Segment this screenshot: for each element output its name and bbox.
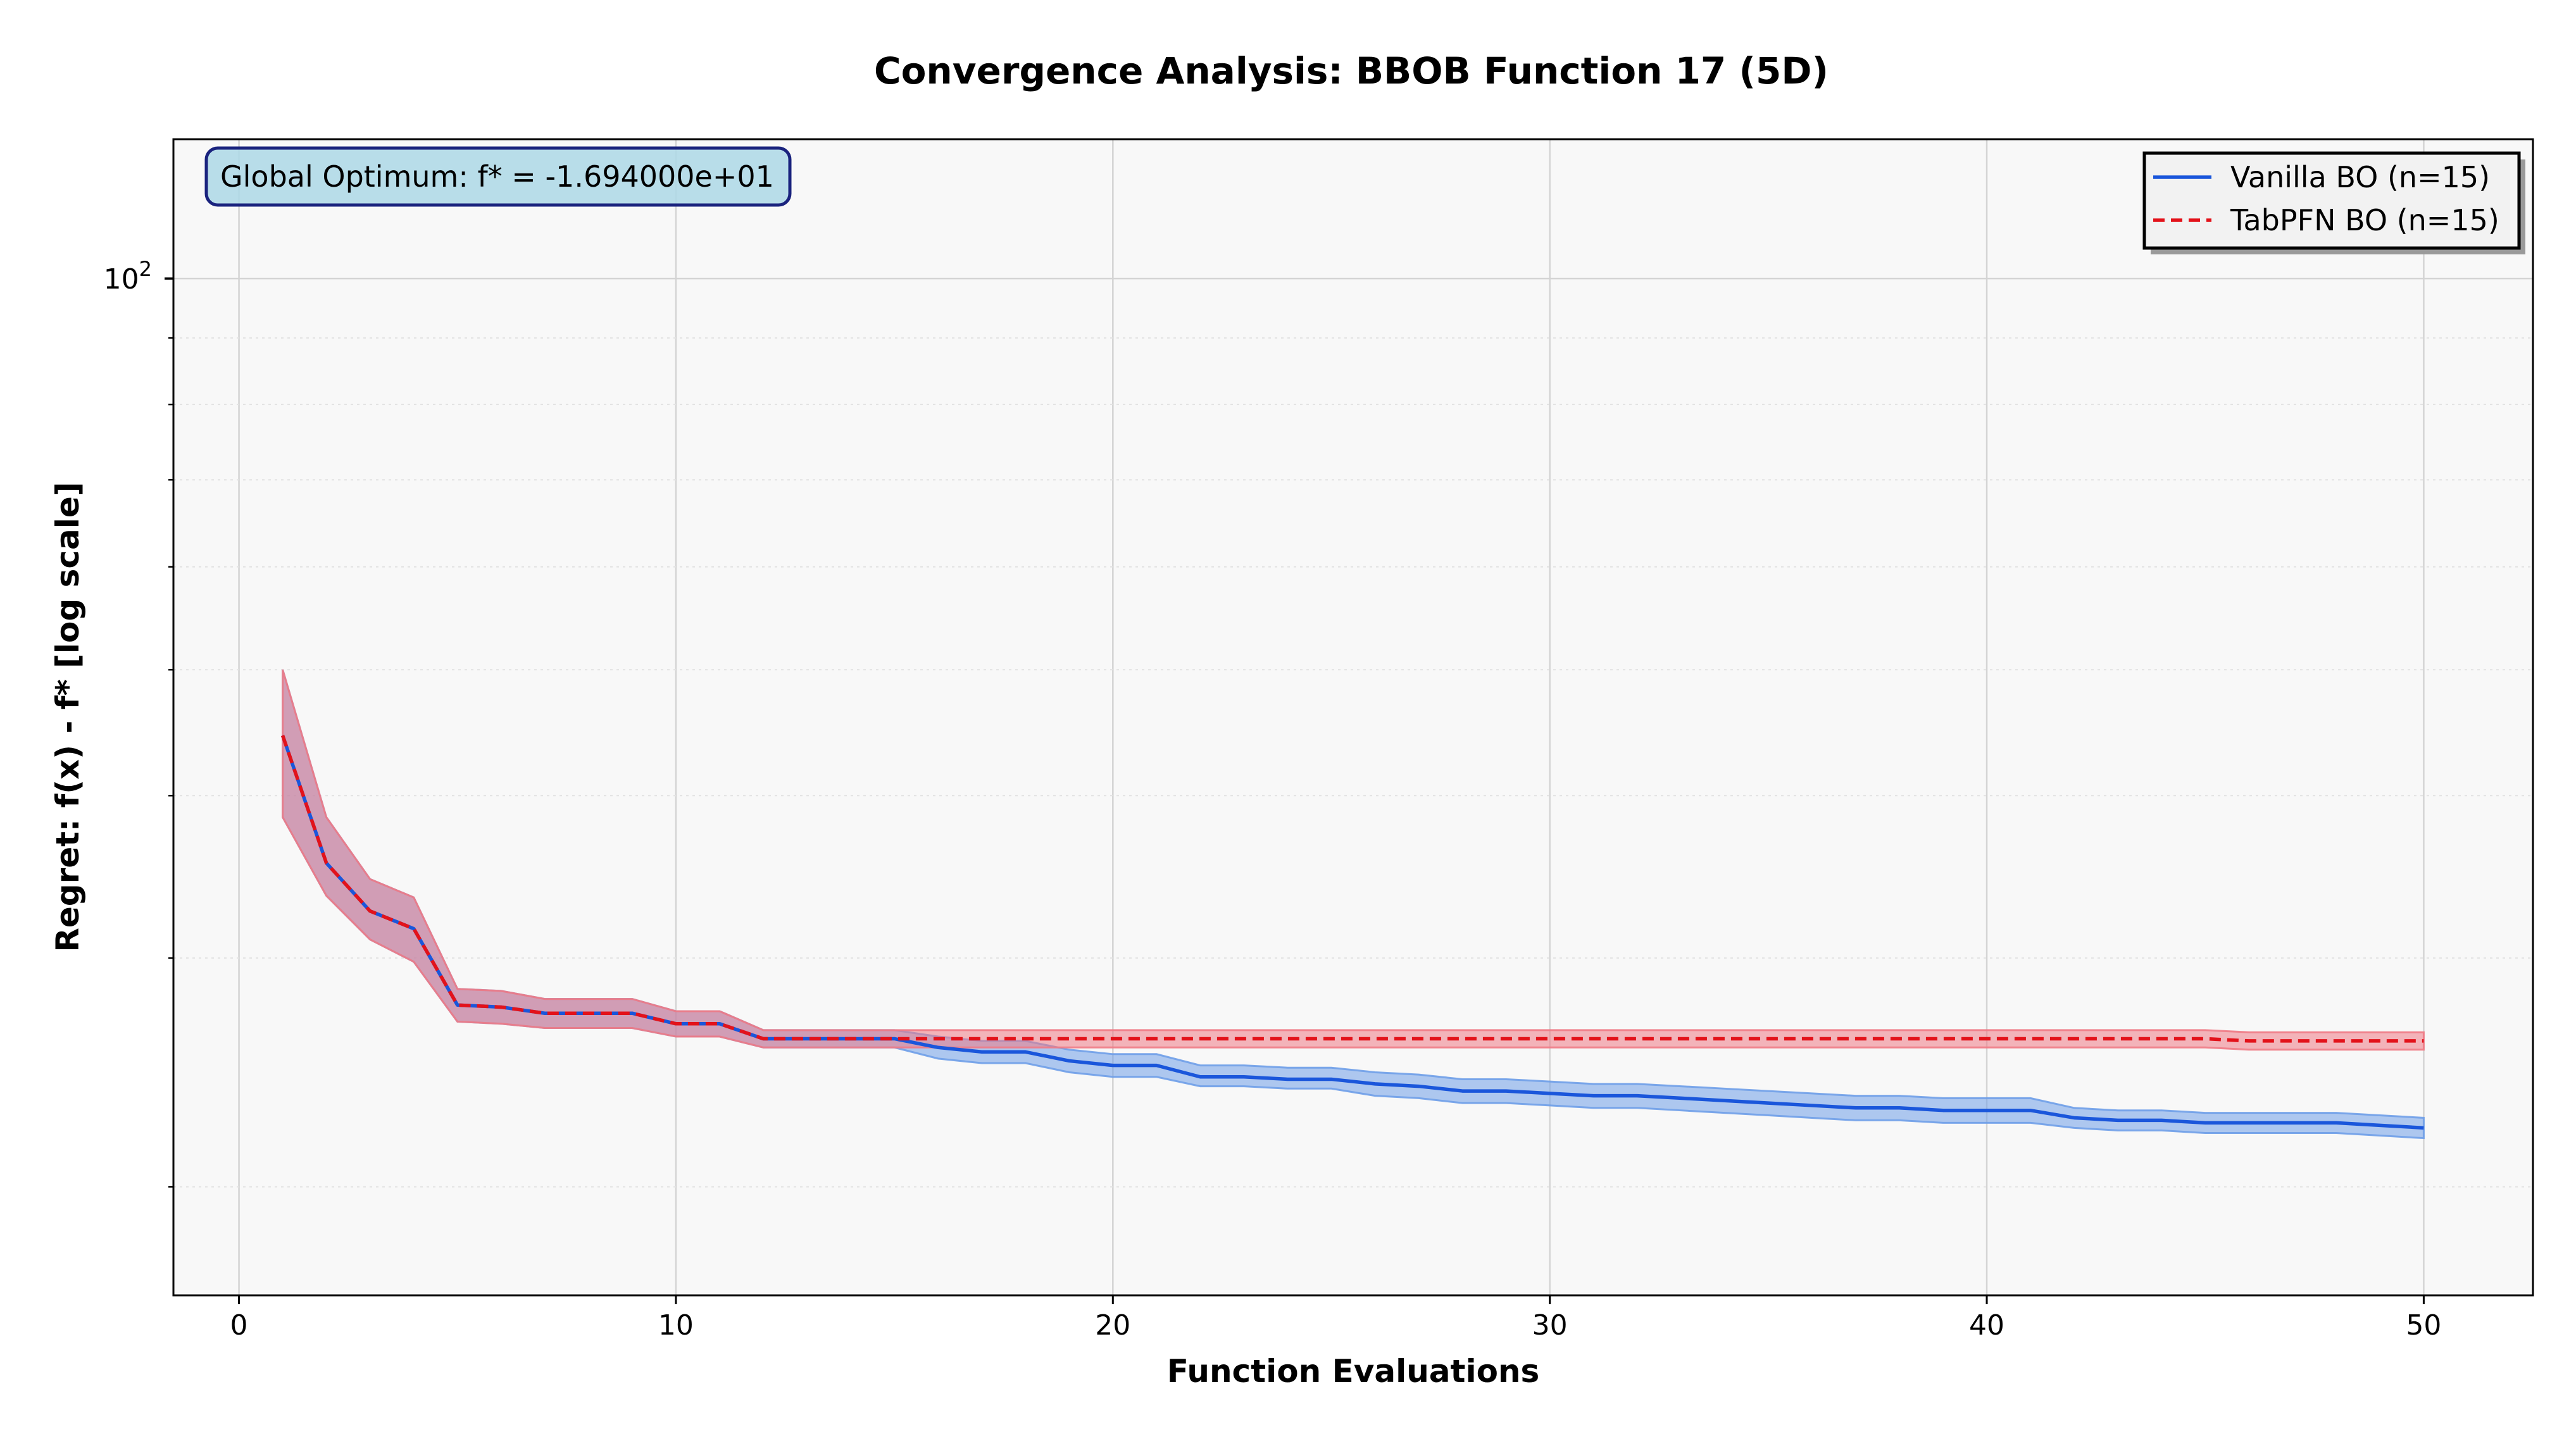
global-optimum-annotation: Global Optimum: f* = -1.694000e+01	[204, 146, 792, 207]
legend-label: TabPFN BO (n=15)	[2230, 203, 2499, 237]
x-tick-label: 40	[1969, 1309, 2004, 1342]
x-tick-label: 50	[2406, 1309, 2441, 1342]
plot-area	[173, 139, 2533, 1295]
legend: Vanilla BO (n=15) TabPFN BO (n=15)	[2142, 151, 2525, 254]
annotation-text: Global Optimum: f* = -1.694000e+01	[220, 159, 774, 194]
legend-items: Vanilla BO (n=15) TabPFN BO (n=15)	[2153, 160, 2499, 237]
y-tick-label: 102	[104, 257, 152, 296]
x-axis-title: Function Evaluations	[1167, 1353, 1540, 1390]
confidence-band	[282, 669, 2425, 1051]
y-axis-title: Regret: f(x) - f* [log scale]	[49, 482, 86, 952]
chart-title: Convergence Analysis: BBOB Function 17 (…	[874, 49, 1829, 92]
x-tick-label: 10	[658, 1309, 694, 1342]
x-tick-label: 0	[230, 1309, 248, 1342]
annotation-box	[204, 146, 792, 207]
x-tick-label: 30	[1532, 1309, 1568, 1342]
series-line	[280, 735, 2424, 1043]
x-tick-label: 20	[1095, 1309, 1130, 1342]
grid-lines	[173, 139, 2533, 1295]
confidence-bands	[282, 669, 2425, 1140]
plot-frame	[172, 138, 2534, 1297]
legend-label: Vanilla BO (n=15)	[2230, 160, 2490, 194]
legend-frame	[2142, 151, 2521, 250]
axis-ticks: 0 10 20 30 40 50 102	[104, 257, 2442, 1342]
series-lines	[280, 735, 2424, 1130]
